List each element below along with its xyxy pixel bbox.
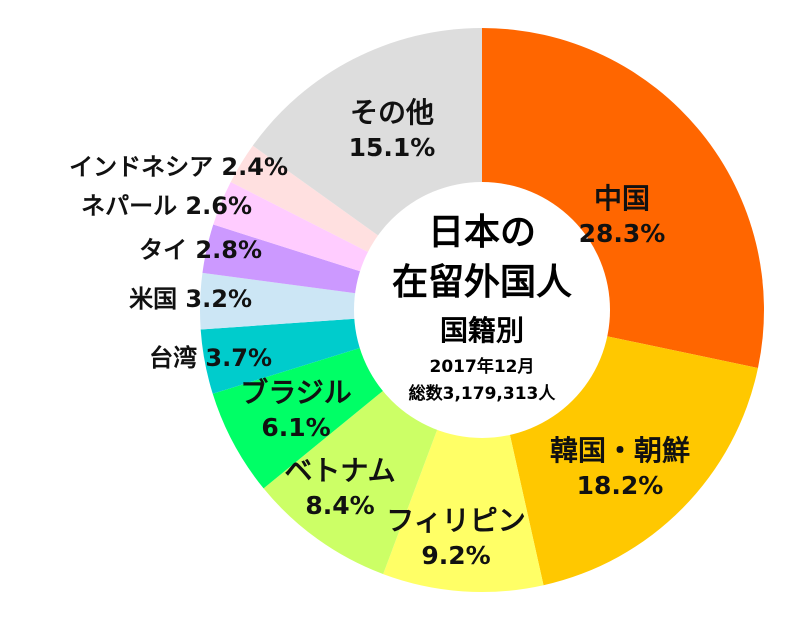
label-group: 中国 28.3% 韓国・朝鮮 18.2% フィリピン 9.2% ベトナム 8.4% ブラジル 6.…: [69, 96, 690, 570]
slice-2: [383, 310, 544, 593]
slice-value-3: 8.4%: [305, 491, 374, 520]
slice-label-8: ネパール 2.6%: [81, 192, 252, 220]
center-date: 2017年12月: [430, 356, 535, 377]
slice-value-0: 28.3%: [579, 219, 666, 248]
slice-value-10: 15.1%: [349, 133, 436, 162]
slice-6: [199, 272, 482, 330]
slice-label-9: インドネシア 2.4%: [69, 153, 288, 181]
slice-name-3: ベトナム: [284, 454, 395, 487]
slice-value-1: 18.2%: [577, 471, 664, 500]
donut-hole: [354, 182, 610, 438]
slice-label-6: 米国 3.2%: [129, 285, 252, 313]
slice-label-5: 台湾 3.7%: [149, 344, 272, 372]
slice-value-4: 6.1%: [261, 413, 330, 442]
center-title-line-1: 日本の: [428, 212, 536, 253]
slice-name-1: 韓国・朝鮮: [550, 434, 690, 467]
slice-name-10: その他: [350, 96, 434, 129]
slice-name-2: フィリピン: [386, 504, 525, 537]
center-total: 総数3,179,313人: [409, 383, 557, 404]
center-text: 日本の 在留外国人 国籍別 2017年12月 総数3,179,313人: [392, 212, 572, 404]
slice-name-4: ブラジル: [240, 376, 351, 409]
center-title-line-3: 国籍別: [440, 314, 524, 347]
slice-value-2: 9.2%: [421, 541, 490, 570]
slice-label-7: タイ 2.8%: [139, 236, 262, 264]
center-title-line-2: 在留外国人: [392, 262, 572, 303]
slice-name-0: 中国: [594, 182, 650, 215]
